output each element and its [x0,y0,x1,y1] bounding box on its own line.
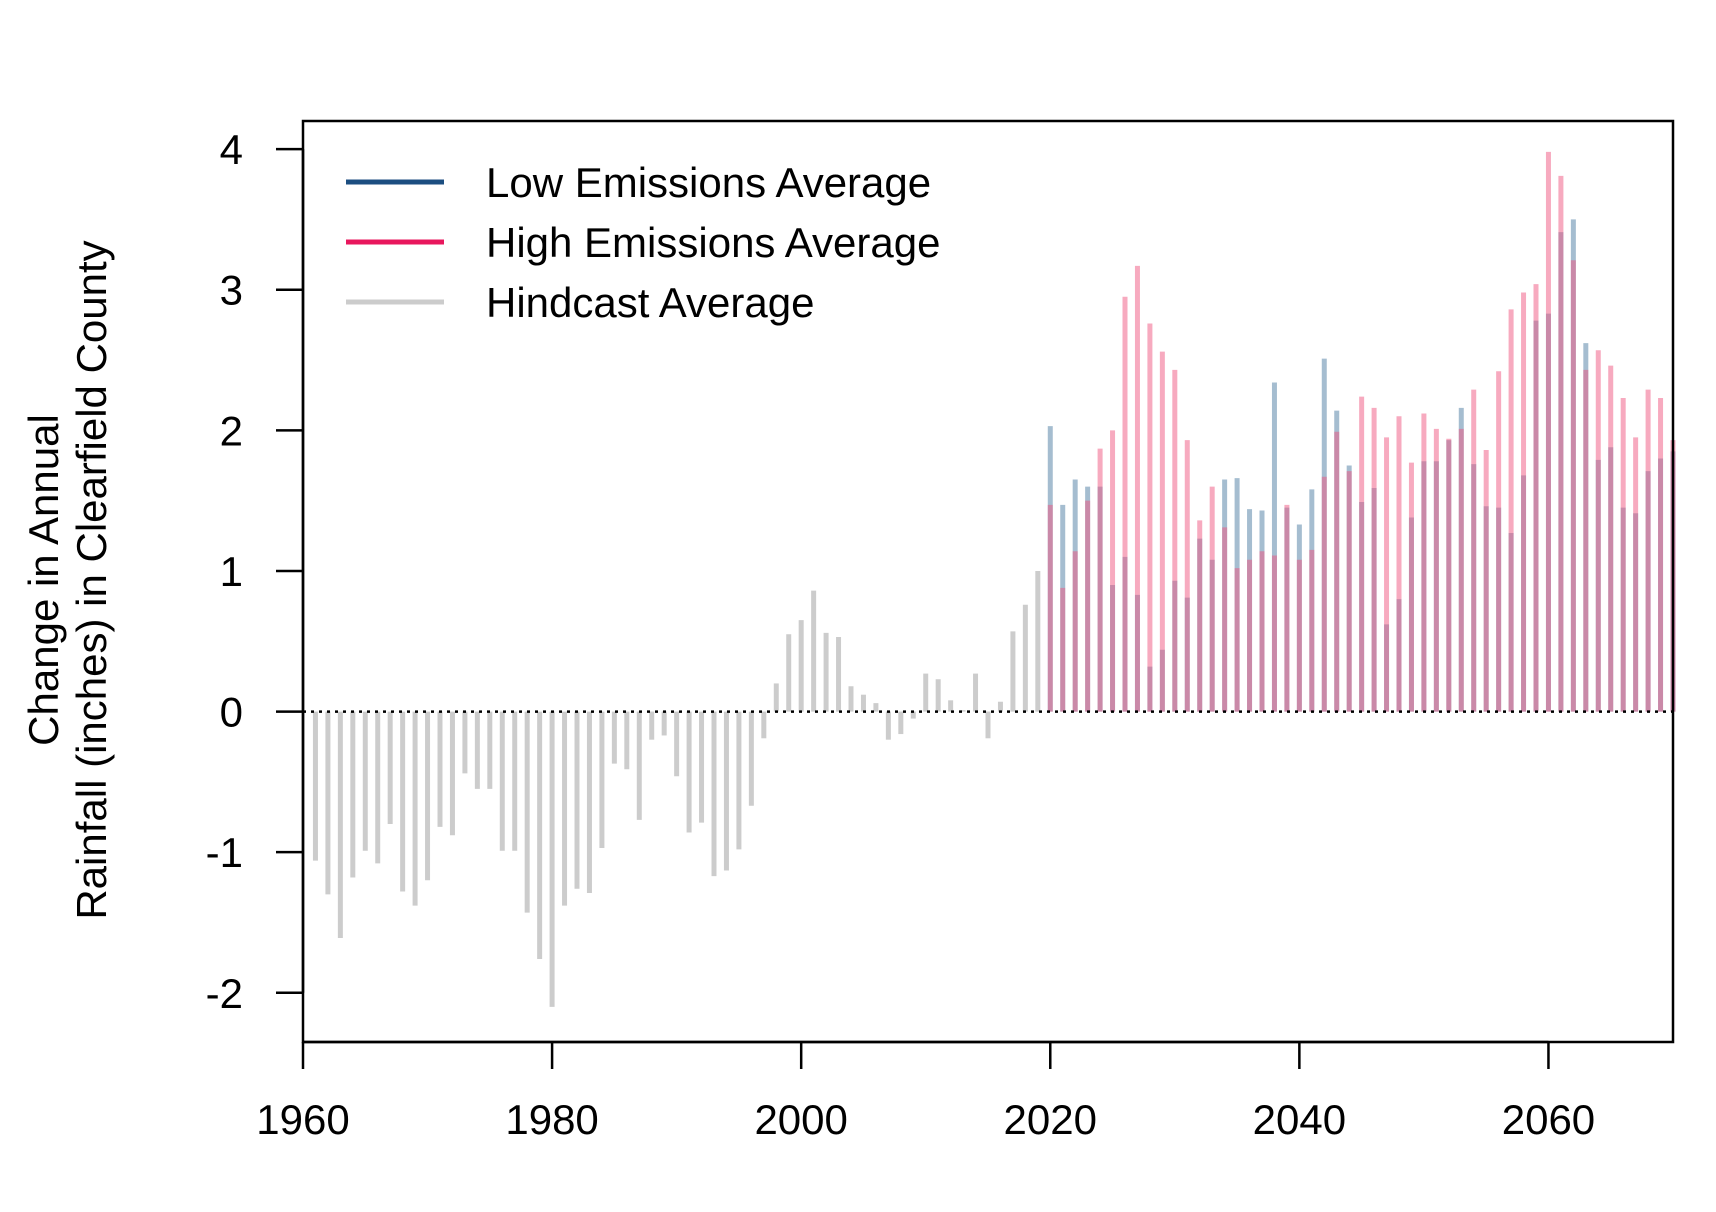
y-axis-label: Change in Annual Rainfall (inches) in Cl… [20,240,115,919]
legend: Low Emissions Average High Emissions Aver… [346,159,940,326]
y-tick-label-2: 2 [220,407,243,454]
y-tick-label-3: 3 [220,267,243,314]
x-tick-label-2000: 2000 [754,1096,847,1143]
x-tick-label-1980: 1980 [505,1096,598,1143]
x-tick-label-2040: 2040 [1253,1096,1346,1143]
x-tick-label-2020: 2020 [1004,1096,1097,1143]
high-emissions-bars [1047,151,1676,712]
x-tick-label-1960: 1960 [256,1096,349,1143]
legend-label-low-emissions-average: Low Emissions Average [486,159,931,206]
y-tick-label--2: -2 [206,970,243,1017]
y-tick-label-4: 4 [220,126,243,173]
x-tick-label-2060: 2060 [1502,1096,1595,1143]
y-tick-label-0: 0 [220,689,243,736]
y-axis-label-line-1: Change in Annual [20,414,67,746]
y-tick-label-1: 1 [220,548,243,595]
legend-label-hindcast-average: Hindcast Average [486,279,814,326]
y-tick-label--1: -1 [206,829,243,876]
hindcast-bars [312,570,1041,1007]
legend-label-high-emissions-average: High Emissions Average [486,219,940,266]
y-axis-label-line-2: Rainfall (inches) in Clearfield County [68,240,115,919]
x-axis: 1960 1980 2000 2020 2040 2060 [256,1040,1595,1143]
y-axis: -2 -1 0 1 2 3 4 [206,126,305,1017]
